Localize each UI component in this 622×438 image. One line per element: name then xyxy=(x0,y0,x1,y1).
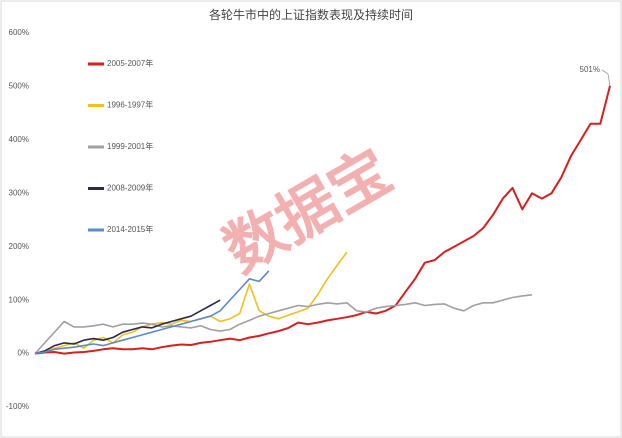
y-tick-label: 100% xyxy=(9,295,29,304)
y-tick-label: -100% xyxy=(6,402,29,411)
legend-label: 1996-1997年 xyxy=(107,100,153,110)
legend-label: 1999-2001年 xyxy=(107,141,153,151)
y-tick-label: 300% xyxy=(9,188,29,197)
y-tick-label: 0% xyxy=(17,349,29,358)
y-tick-label: 600% xyxy=(9,28,29,37)
y-tick-label: 500% xyxy=(9,82,29,91)
series-line xyxy=(34,85,611,355)
series-line xyxy=(34,294,533,355)
annotation: 501% xyxy=(580,65,600,74)
chart-title: 各轮牛市中的上证指数表现及持续时间 xyxy=(209,7,413,22)
legend-label: 2014-2015年 xyxy=(107,224,153,234)
series-line xyxy=(34,299,221,355)
series-line xyxy=(34,270,270,355)
y-tick-label: 400% xyxy=(9,135,29,144)
legend-label: 2005-2007年 xyxy=(107,58,153,68)
annotation-leader xyxy=(601,69,611,86)
legend-label: 2008-2009年 xyxy=(107,183,153,193)
y-tick-label: 200% xyxy=(9,242,29,251)
